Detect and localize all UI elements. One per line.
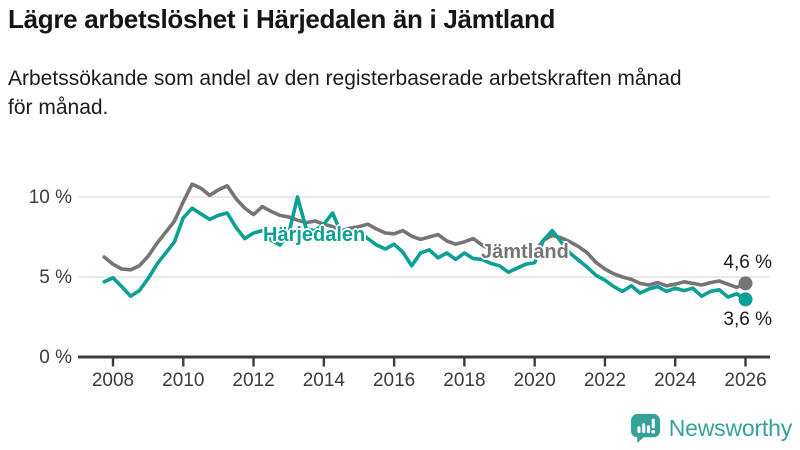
x-tick-label: 2026 — [724, 370, 767, 391]
end-value-label-hrjedalen: 3,6 % — [723, 309, 772, 331]
x-tick-label: 2012 — [232, 370, 275, 391]
y-axis-label: 5 % — [39, 267, 72, 288]
x-tick-label: 2010 — [162, 370, 205, 391]
series-line-hrjedalen — [102, 195, 748, 302]
page-title: Lägre arbetslöshet i Härjedalen än i Jäm… — [8, 4, 556, 34]
y-axis-label: 0 % — [39, 347, 72, 368]
newsworthy-logo-text: Newsworthy — [668, 415, 792, 441]
y-axis-label: 10 % — [28, 187, 72, 208]
x-tick-label: 2014 — [302, 370, 345, 391]
x-tick-label: 2016 — [372, 370, 416, 391]
chart-speech-bubble-icon — [630, 414, 660, 443]
subtitle-line-2: för månad. — [8, 96, 109, 119]
page-subtitle: Arbetssökande som andel av den registerb… — [8, 64, 682, 122]
x-tick-label: 2022 — [583, 370, 627, 391]
series-line-jmtland — [102, 182, 748, 290]
end-value-label-jmtland: 4,6 % — [723, 252, 772, 274]
series-end-dot-hrjedalen — [738, 292, 753, 307]
series-label-hrjedalen: Härjedalen — [263, 224, 366, 246]
series-end-dot-jmtland — [738, 276, 753, 291]
series-label-jmtland: Jämtland — [481, 241, 569, 263]
x-tick-label: 2008 — [91, 370, 135, 391]
x-tick-label: 2020 — [513, 370, 556, 391]
x-tick-label: 2024 — [654, 370, 697, 391]
subtitle-line-1: Arbetssökande som andel av den registerb… — [8, 67, 682, 90]
x-tick-label: 2018 — [443, 370, 486, 391]
newsworthy-logo[interactable]: Newsworthy — [630, 413, 792, 444]
